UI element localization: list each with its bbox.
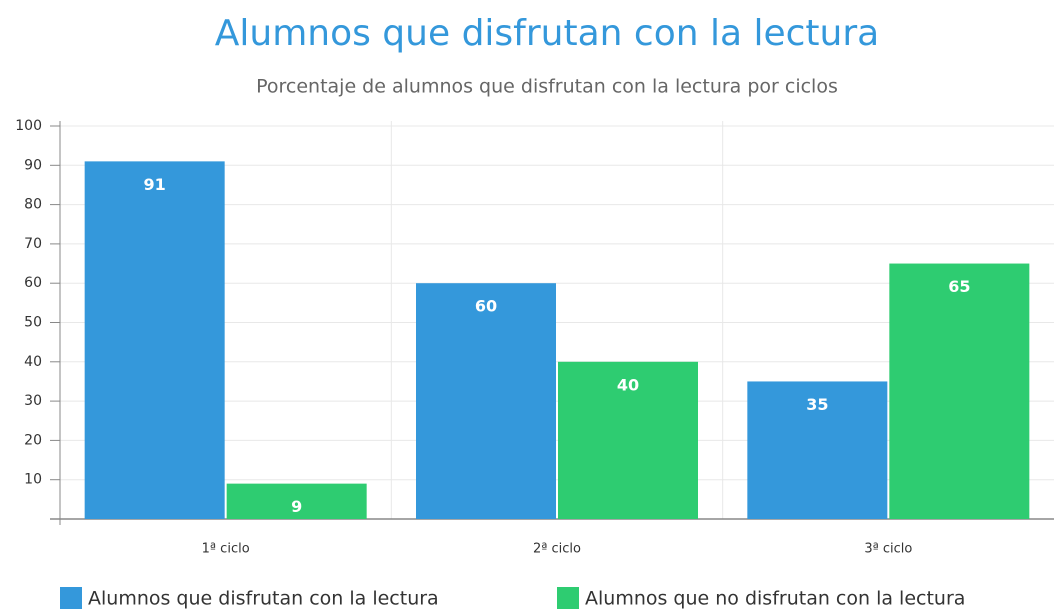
y-tick-label: 60 — [24, 275, 42, 291]
legend-swatch — [60, 587, 82, 609]
bar — [889, 263, 1030, 519]
legend-swatch — [557, 587, 579, 609]
legend-label: Alumnos que no disfrutan con la lectura — [585, 588, 965, 610]
x-tick-label: 3ª ciclo — [864, 542, 912, 557]
y-tick-label: 40 — [24, 354, 42, 370]
bar — [558, 361, 698, 519]
x-tick-label: 1ª ciclo — [202, 542, 250, 557]
y-tick-label: 20 — [24, 432, 42, 448]
legend-label: Alumnos que disfrutan con la lectura — [88, 588, 439, 610]
y-tick-label: 70 — [24, 236, 42, 252]
bar — [416, 283, 556, 519]
data-label: 40 — [617, 375, 639, 394]
bar — [226, 483, 367, 519]
data-label: 9 — [291, 497, 302, 516]
y-tick-label: 90 — [24, 157, 42, 173]
data-label: 35 — [806, 395, 828, 414]
bar — [747, 381, 888, 519]
y-tick-label: 100 — [15, 118, 42, 134]
y-tick-label: 50 — [24, 315, 42, 331]
y-tick-label: 80 — [24, 197, 42, 213]
chart-subtitle: Porcentaje de alumnos que disfrutan con … — [256, 76, 838, 98]
chart-title: Alumnos que disfrutan con la lectura — [215, 13, 879, 54]
data-label: 60 — [475, 297, 497, 316]
x-tick-label: 2ª ciclo — [533, 542, 581, 557]
y-tick-label: 30 — [24, 393, 42, 409]
y-tick-label: 10 — [24, 472, 42, 488]
data-label: 91 — [144, 175, 166, 194]
bar — [84, 161, 225, 519]
data-label: 65 — [948, 277, 970, 296]
